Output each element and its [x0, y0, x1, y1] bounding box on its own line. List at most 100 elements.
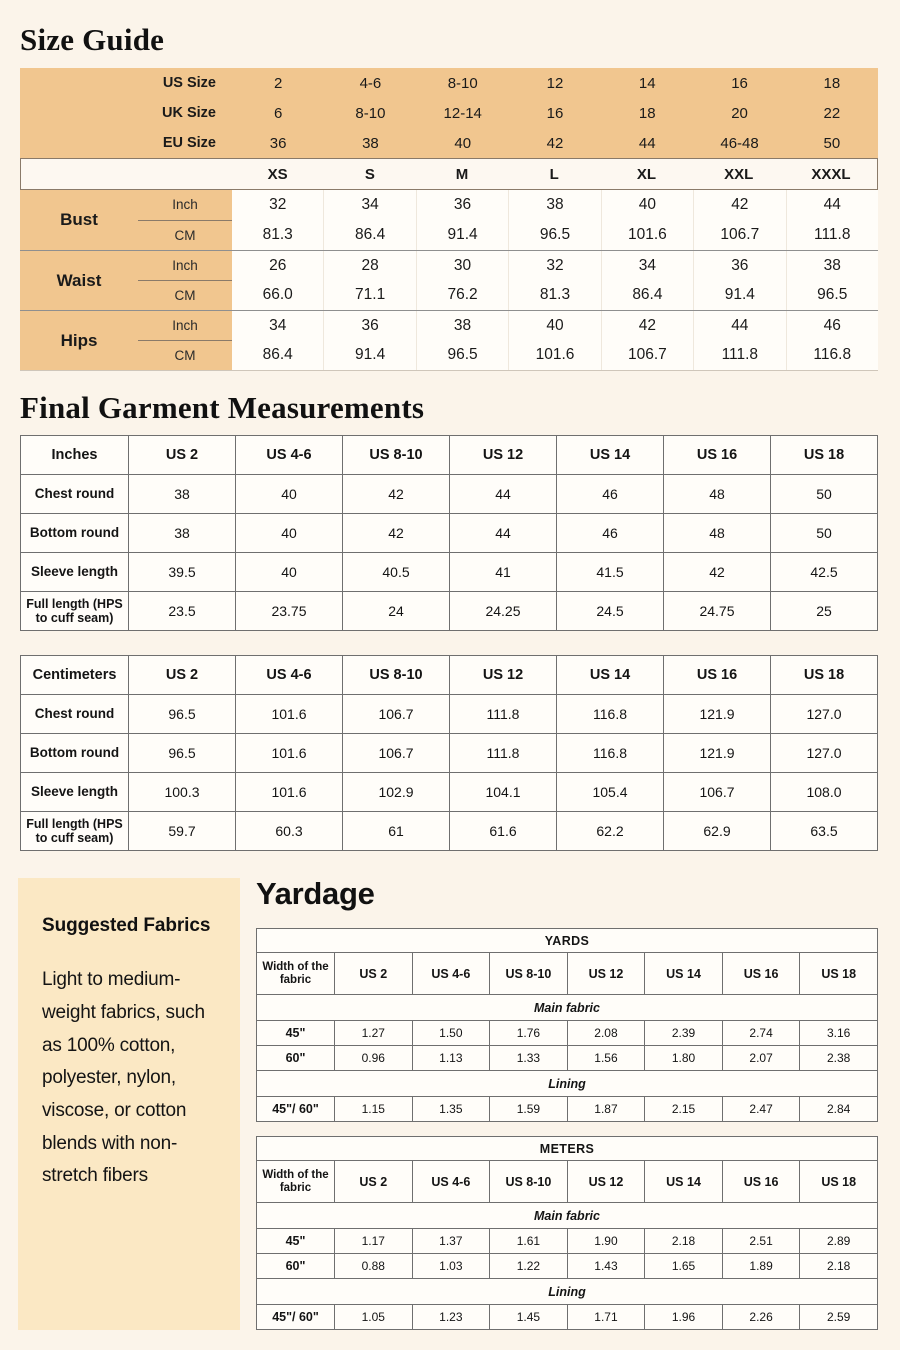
table-cell: 1.76	[489, 1020, 568, 1046]
size-conversion-row: UK Size 6 8-10 12-14 16 18 20 22	[20, 98, 878, 128]
measurement-value: 76.2	[417, 280, 510, 310]
size-conversion-value: 18	[638, 105, 656, 122]
column-header: US 12	[566, 952, 646, 995]
final-garment-centimeters-table: Centimeters US 2 US 4-6 US 8-10 US 12 US 14 US…	[20, 655, 878, 851]
table-cell: 62.9	[663, 811, 771, 851]
measurement-value: 34	[232, 311, 325, 341]
table-cell: 1.59	[489, 1096, 568, 1122]
letter-size-s: S	[364, 165, 375, 183]
size-conversion-value: 8-10	[447, 75, 478, 92]
table-row: Full length (HPS to cuff seam) 59.7 60.3 61…	[20, 811, 878, 851]
size-conversion-value: 4-6	[359, 75, 382, 92]
table-row: Chest round 96.5 101.6 106.7 111.8 116.8 121.9…	[20, 694, 878, 734]
column-header: US 8-10	[342, 655, 450, 695]
measurement-value: 30	[417, 251, 510, 281]
size-conversion-row: US Size 2 4-6 8-10 12 14 16 18	[20, 68, 878, 98]
table-row: 60" 0.96 1.13 1.33 1.56 1.80 2.07 2.38	[256, 1045, 878, 1071]
measurement-value: 66.0	[232, 280, 325, 310]
table-cell: 44	[449, 474, 557, 514]
measurement-value: 34	[602, 251, 695, 281]
table-cell: 2.51	[721, 1228, 801, 1254]
column-header: US 16	[721, 952, 801, 995]
table-cell: 44	[449, 513, 557, 553]
table-row: Full length (HPS to cuff seam) 23.5 23.75 2…	[20, 591, 878, 631]
table-cell: 1.65	[644, 1253, 723, 1279]
body-measurement-groups: Bust Inch CM 32 34 36 38 40 42 44 81.3 86.4 91.4 96.5…	[20, 190, 878, 371]
fabric-width-label: 45"	[256, 1228, 335, 1254]
table-cell: 2.59	[799, 1304, 878, 1330]
table-cell: 1.80	[644, 1045, 723, 1071]
table-cell: 106.7	[342, 694, 450, 734]
table-cell: 127.0	[770, 733, 878, 773]
table-cell: 42	[342, 513, 450, 553]
table-cell: 38	[128, 513, 236, 553]
measurement-value: 42	[694, 190, 787, 220]
measurement-value: 26	[232, 251, 325, 281]
table-cell: 121.9	[663, 733, 771, 773]
final-garment-inches-table: Inches US 2 US 4-6 US 8-10 US 12 US 14 US 16 US…	[20, 435, 878, 631]
table-cell: 24.75	[663, 591, 771, 631]
measurement-value: 96.5	[509, 220, 602, 250]
row-label: Chest round	[20, 694, 129, 734]
measurement-values: 26 28 30 32 34 36 38 66.0 71.1 76.2 81.3 86.4 91.4 96…	[232, 251, 878, 310]
measurement-name: Hips	[60, 330, 98, 350]
unit-header: Inches	[20, 435, 129, 475]
measurement-value: 40	[602, 190, 695, 220]
row-label: Bottom round	[20, 733, 129, 773]
table-cell: 100.3	[128, 772, 236, 812]
section-row: Main fabric	[256, 994, 878, 1021]
table-cell: 101.6	[235, 694, 343, 734]
measurement-value: 96.5	[817, 286, 848, 304]
table-header-row: Centimeters US 2 US 4-6 US 8-10 US 12 US 14 US…	[20, 655, 878, 695]
table-cell: 108.0	[770, 772, 878, 812]
table-cell: 2.07	[721, 1045, 801, 1071]
column-header: US 18	[799, 1160, 878, 1203]
unit-label-cm: CM	[174, 348, 196, 363]
table-cell: 38	[128, 474, 236, 514]
measurement-label-cell: Bust Inch CM	[20, 190, 232, 250]
fabric-width-label: 45"/ 60"	[256, 1096, 335, 1122]
table-cell: 1.03	[411, 1253, 491, 1279]
table-cell: 63.5	[770, 811, 878, 851]
measurement-value: 81.3	[509, 280, 602, 310]
fabric-width-label: 60"	[256, 1045, 335, 1071]
table-cell: 1.43	[566, 1253, 646, 1279]
table-cell: 2.08	[566, 1020, 646, 1046]
measurement-group-waist: Waist Inch CM 26 28 30 32 34 36 38 66.0 71.1 76.2 81.…	[20, 250, 878, 310]
column-header: US 8-10	[342, 435, 450, 475]
measurement-unit-labels: Inch CM	[138, 251, 232, 310]
column-header: US 4-6	[411, 952, 491, 995]
measurement-values-cm: 81.3 86.4 91.4 96.5 101.6 106.7 111.8	[232, 220, 878, 250]
table-cell: 1.27	[334, 1020, 413, 1046]
table-cell: 2.18	[644, 1228, 723, 1254]
page-title: Size Guide	[20, 22, 165, 57]
measurement-unit-labels: Inch CM	[138, 190, 232, 250]
measurement-value: 111.8	[813, 226, 851, 243]
column-header: US 18	[799, 952, 878, 995]
table-cell: 2.18	[799, 1253, 878, 1279]
column-header: US 16	[721, 1160, 801, 1203]
size-conversion-value: 46-48	[720, 135, 759, 152]
table-cell: 116.8	[556, 733, 664, 773]
size-conversion-value: 38	[362, 135, 379, 152]
row-label: Full length (HPS to cuff seam)	[20, 811, 129, 851]
measurement-value: 91.4	[417, 220, 510, 250]
table-cell: 42	[342, 474, 450, 514]
table-row: 45"/ 60" 1.05 1.23 1.45 1.71 1.96 2.26 2.59	[256, 1304, 878, 1330]
measurement-value: 40	[509, 311, 602, 341]
table-cell: 2.15	[644, 1096, 723, 1122]
letter-size-xs: XS	[267, 165, 288, 183]
measurement-group-bust: Bust Inch CM 32 34 36 38 40 42 44 81.3 86.4 91.4 96.5…	[20, 190, 878, 250]
measurement-unit-labels: Inch CM	[138, 311, 232, 370]
measurement-value: 96.5	[417, 340, 510, 370]
table-cell: 1.96	[644, 1304, 723, 1330]
size-conversion-value: 16	[546, 105, 564, 122]
table-cell: 50	[770, 513, 878, 553]
measurement-value: 91.4	[324, 340, 417, 370]
table-cell: 59.7	[128, 811, 236, 851]
measurement-value: 38	[509, 190, 602, 220]
size-conversion-value: 20	[731, 105, 748, 122]
table-cell: 1.23	[411, 1304, 491, 1330]
size-conversion-value: 12	[546, 75, 564, 92]
column-header: US 4-6	[235, 435, 343, 475]
